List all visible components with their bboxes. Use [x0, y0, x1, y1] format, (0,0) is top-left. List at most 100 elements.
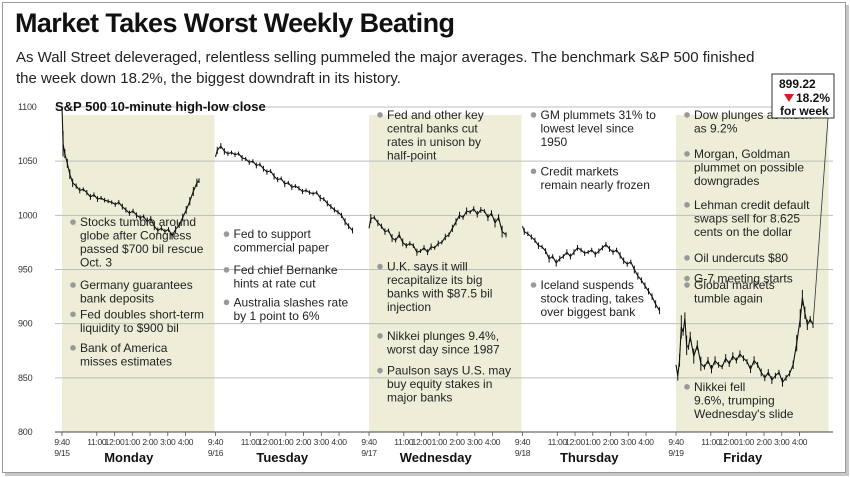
xtick-label: 4:00 — [331, 437, 347, 447]
annotation-bullet — [530, 168, 537, 175]
annotation-line: lowest level since — [541, 121, 635, 135]
annotation-line: Fed and other key — [387, 108, 484, 122]
high-low-bars-thursday — [523, 228, 661, 315]
xtick-label: 2:00 — [603, 437, 619, 447]
series-line-wednesday — [368, 207, 507, 254]
annotation-bullet — [223, 299, 230, 306]
ytick-label: 900 — [18, 319, 33, 329]
day-label-thursday: Thursday — [560, 450, 619, 465]
annotation-line: remain nearly frozen — [541, 178, 650, 192]
annotation-line: buy equity stakes in — [387, 377, 492, 391]
annotation-line: liquidity to $900 bil — [80, 321, 179, 335]
xtick-label: 9:40 — [54, 437, 70, 447]
series-line-monday — [61, 106, 200, 238]
xtick-label: 11:00 — [394, 437, 414, 447]
annotation-line: misses estimates — [80, 354, 172, 368]
high-low-bars-friday — [677, 289, 814, 387]
day-date-wednesday: 9/17 — [361, 448, 377, 458]
annotation-line: Credit markets — [541, 164, 619, 178]
xtick-label: 11:00 — [548, 437, 568, 447]
ytick-label: 1050 — [18, 156, 37, 166]
annotation-line: as 9.2% — [694, 121, 738, 135]
xtick-label: 11:00 — [701, 437, 721, 447]
annotation-line: banks with $87.5 bil — [387, 287, 492, 301]
xtick-label: 4:00 — [638, 437, 654, 447]
xtick-label: 2:00 — [756, 437, 772, 447]
day-band-monday — [62, 115, 215, 432]
annotation-line: 9.6%, trumping — [694, 393, 775, 407]
annotation-bullet — [684, 275, 690, 282]
annotation-line: hints at rate cut — [234, 276, 317, 290]
annotation-line: tumble again — [694, 292, 763, 306]
annotation-line: 1950 — [541, 135, 568, 149]
annotation-line: Bank of America — [80, 341, 168, 355]
xtick-label: 4:00 — [792, 437, 808, 447]
annotation-line: U.K. says it will — [387, 260, 468, 274]
xtick-label: 12:00 — [105, 437, 125, 447]
xtick-label: 9:40 — [515, 437, 531, 447]
annotation-line: Fed chief Bernanke — [234, 263, 338, 277]
annotation-line: stock trading, takes — [541, 292, 644, 306]
annotation-line: Iceland suspends — [541, 278, 634, 292]
annotation-bullet — [684, 202, 690, 208]
xtick-label: 4:00 — [485, 437, 501, 447]
annotation-bullet — [684, 112, 690, 118]
day-date-friday: 9/19 — [668, 448, 684, 458]
annotation-line: injection — [387, 300, 431, 314]
annotation-line: G-7 meeting starts — [694, 272, 793, 286]
high-low-bars-wednesday — [370, 206, 507, 256]
annotation-bullet — [377, 112, 383, 118]
subtitle: As Wall Street deleveraged, relentless s… — [16, 49, 755, 87]
annotation-line: Oil undercuts $80 — [694, 251, 788, 265]
xtick-label: 1:00 — [278, 437, 294, 447]
xtick-label: 12:00 — [565, 437, 585, 447]
annotation-9: Nikkei plunges 9.4%,worst day since 1987 — [377, 329, 500, 356]
annotation-line: cents on the dollar — [694, 225, 792, 239]
xtick-label: 3:00 — [160, 437, 176, 447]
annotation-line: GM plummets 31% to — [541, 108, 657, 122]
annotation-line: bank deposits — [80, 292, 154, 306]
headline: Market Takes Worst Weekly Beating — [15, 8, 455, 38]
annotation-bullet — [70, 282, 76, 288]
annotation-bullet — [223, 231, 230, 237]
day-band-wednesday — [369, 115, 522, 432]
annotation-line: rates in unison by — [387, 135, 481, 149]
final-value: 899.22 — [779, 77, 816, 91]
final-value-leader — [812, 117, 829, 325]
xtick-label: 9:40 — [668, 437, 684, 447]
xtick-label: 4:00 — [178, 437, 194, 447]
xtick-label: 2:00 — [296, 437, 312, 447]
annotation-bullet — [684, 282, 690, 288]
xtick-label: 3:00 — [314, 437, 330, 447]
chart-title: S&P 500 10-minute high-low close — [55, 99, 266, 114]
annotation-bullet — [70, 219, 76, 225]
annotation-line: globe after Congress — [80, 229, 191, 243]
down-arrow-icon — [784, 94, 794, 102]
annotation-line: Fed doubles short-term — [80, 307, 204, 321]
annotation-line: Global markets — [694, 278, 775, 292]
series-line-tuesday — [214, 145, 353, 231]
ytick-label: 1000 — [18, 210, 37, 220]
annotation-19: Global markets tumble again — [684, 278, 775, 306]
annotation-bullet — [377, 263, 383, 270]
annotation-line: Nikkei plunges 9.4%, — [387, 329, 499, 343]
day-label-wednesday: Wednesday — [400, 450, 473, 465]
annotation-bullet — [377, 367, 383, 374]
final-change: 18.2% — [796, 91, 830, 105]
annotation-bullet — [70, 311, 76, 318]
annotation-line: Oct. 3 — [80, 256, 112, 270]
day-label-tuesday: Tuesday — [256, 450, 309, 465]
annotation-bullet — [377, 333, 383, 339]
xtick-label: 11:00 — [241, 437, 261, 447]
ytick-label: 950 — [18, 265, 33, 275]
day-date-tuesday: 9/16 — [208, 448, 224, 458]
annotation-line: Stocks tumble around — [80, 215, 196, 229]
